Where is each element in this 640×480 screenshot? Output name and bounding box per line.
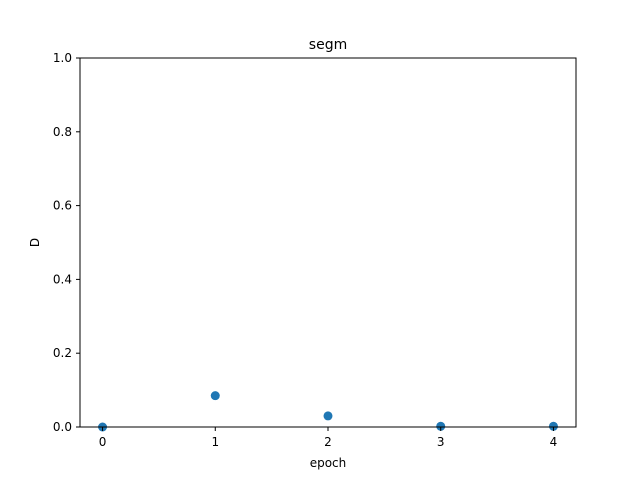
y-tick-label: 0.8: [53, 125, 72, 139]
y-tick-label: 1.0: [53, 51, 72, 65]
x-tick-label: 1: [211, 435, 219, 449]
plot-area: [98, 391, 558, 432]
x-tick-label: 4: [550, 435, 558, 449]
y-axis-label: D: [28, 238, 42, 247]
chart-title: segm: [309, 37, 347, 53]
y-tick-label: 0.6: [53, 199, 72, 213]
y-tick-label: 0.0: [53, 420, 72, 434]
data-point: [548, 421, 558, 431]
data-point: [210, 391, 220, 401]
y-axis: 0.0 0.2 0.4 0.6 0.8 1.0: [53, 51, 80, 434]
x-tick-label: 0: [99, 435, 107, 449]
y-tick-label: 0.4: [53, 272, 72, 286]
x-axis: 0 1 2 3 4: [99, 427, 558, 449]
data-point: [323, 411, 333, 421]
x-axis-label: epoch: [310, 456, 347, 470]
axes-frame: [79, 57, 577, 428]
x-tick-label: 3: [437, 435, 445, 449]
data-point: [436, 421, 446, 431]
y-tick-label: 0.2: [53, 346, 72, 360]
x-tick-label: 2: [324, 435, 332, 449]
